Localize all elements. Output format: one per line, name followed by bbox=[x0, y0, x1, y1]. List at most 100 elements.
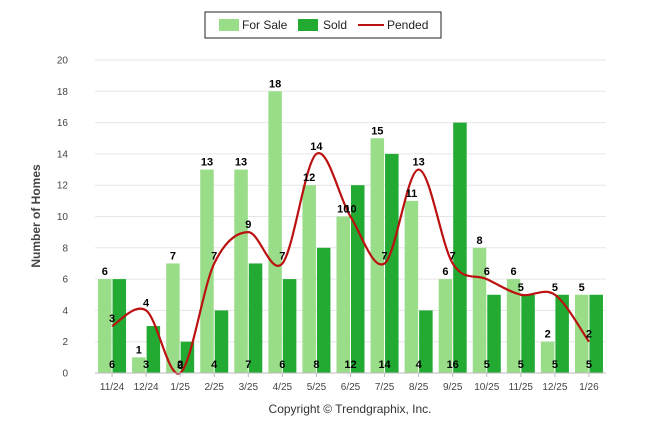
x-tick-label: 7/25 bbox=[375, 382, 395, 393]
bar-sold bbox=[112, 279, 127, 373]
data-label-pended: 7 bbox=[382, 250, 388, 262]
data-label-pended: 9 bbox=[245, 219, 251, 231]
x-tick-label: 2/25 bbox=[204, 382, 224, 393]
bar-for-sale bbox=[132, 357, 146, 373]
legend-label-for-sale: For Sale bbox=[242, 18, 288, 32]
bar-sold bbox=[419, 310, 433, 373]
data-label-sold: 4 bbox=[416, 359, 423, 371]
x-tick-label: 1/26 bbox=[579, 382, 599, 393]
bar-for-sale bbox=[166, 263, 180, 373]
data-label-sold: 5 bbox=[484, 359, 490, 371]
x-tick-label: 4/25 bbox=[273, 382, 293, 393]
data-label-for-sale: 10 bbox=[337, 204, 349, 216]
data-label-pended: 14 bbox=[310, 141, 323, 153]
pended-line-layer bbox=[111, 152, 590, 375]
data-label-sold: 12 bbox=[344, 359, 356, 371]
data-label-pended: 5 bbox=[518, 282, 524, 294]
x-tick-label: 12/24 bbox=[134, 382, 159, 393]
pended-line bbox=[111, 152, 590, 375]
data-label-sold: 7 bbox=[245, 359, 251, 371]
y-tick-label: 16 bbox=[57, 118, 69, 129]
bar-for-sale bbox=[370, 138, 385, 373]
y-tick-label: 6 bbox=[62, 275, 68, 286]
y-tick-label: 20 bbox=[57, 56, 69, 67]
bar-sold bbox=[214, 310, 229, 373]
data-label-for-sale: 18 bbox=[269, 78, 281, 90]
y-tick-label: 8 bbox=[62, 243, 68, 254]
y-axis-title: Number of Homes bbox=[29, 164, 43, 268]
x-tick-label: 5/25 bbox=[307, 382, 327, 393]
x-tick-label: 11/25 bbox=[509, 382, 534, 393]
data-label-sold: 5 bbox=[552, 359, 558, 371]
copyright-footer: Copyright © Trendgraphix, Inc. bbox=[269, 402, 432, 416]
bar-for-sale bbox=[438, 279, 453, 373]
legend-swatch-sold bbox=[298, 19, 318, 31]
data-label-pended: 7 bbox=[279, 250, 285, 262]
legend: For Sale Sold Pended bbox=[204, 11, 442, 39]
y-tick-label: 2 bbox=[62, 337, 68, 348]
bar-sold bbox=[248, 263, 263, 373]
data-label-for-sale: 13 bbox=[201, 157, 213, 169]
data-label-sold: 5 bbox=[518, 359, 524, 371]
data-label-pended: 4 bbox=[143, 297, 150, 309]
data-label-for-sale: 2 bbox=[545, 329, 551, 341]
data-label-pended: 0 bbox=[177, 360, 183, 372]
data-label-pended: 13 bbox=[413, 157, 425, 169]
data-label-for-sale: 7 bbox=[170, 250, 176, 262]
data-label-pended: 5 bbox=[552, 282, 558, 294]
bar-sold bbox=[521, 294, 535, 373]
data-label-pended: 7 bbox=[450, 250, 456, 262]
data-label-sold: 5 bbox=[586, 359, 592, 371]
data-label-pended: 3 bbox=[109, 313, 115, 325]
bar-sold bbox=[453, 122, 467, 373]
data-label-sold: 14 bbox=[378, 359, 391, 371]
data-label-for-sale: 8 bbox=[476, 235, 482, 247]
data-label-pended: 6 bbox=[484, 266, 490, 278]
bar-for-sale bbox=[98, 279, 112, 373]
bar-sold bbox=[146, 326, 161, 373]
data-label-for-sale: 6 bbox=[511, 266, 517, 278]
bar-for-sale bbox=[472, 247, 487, 373]
bar-sold bbox=[385, 153, 399, 373]
data-label-pended: 7 bbox=[211, 250, 217, 262]
legend-swatch-for-sale bbox=[219, 19, 239, 31]
legend-label-sold: Sold bbox=[323, 18, 347, 32]
data-label-sold: 8 bbox=[313, 359, 319, 371]
data-label-for-sale: 13 bbox=[235, 157, 247, 169]
data-label-pended: 10 bbox=[344, 204, 356, 216]
data-label-sold: 4 bbox=[211, 359, 218, 371]
data-label-for-sale: 11 bbox=[406, 188, 418, 200]
legend-label-pended: Pended bbox=[387, 18, 428, 32]
bar-for-sale bbox=[302, 185, 316, 373]
x-tick-label: 10/25 bbox=[474, 382, 499, 393]
bar-sold bbox=[282, 279, 297, 373]
bar-sold bbox=[351, 185, 365, 373]
y-tick-label: 0 bbox=[62, 369, 68, 380]
y-tick-label: 12 bbox=[57, 181, 69, 192]
legend-box bbox=[204, 11, 442, 39]
data-label-sold: 6 bbox=[109, 359, 115, 371]
y-tick-label: 18 bbox=[57, 87, 69, 98]
data-labels: 6613721341371861281012151411461685652555… bbox=[102, 78, 592, 372]
x-tick-label: 11/24 bbox=[100, 382, 125, 393]
x-tick-label: 3/25 bbox=[239, 382, 259, 393]
bar-for-sale bbox=[540, 341, 555, 373]
data-label-pended: 2 bbox=[586, 329, 592, 341]
data-label-for-sale: 1 bbox=[136, 344, 142, 356]
y-tick-label: 4 bbox=[62, 306, 68, 317]
data-label-sold: 16 bbox=[447, 359, 459, 371]
bar-for-sale bbox=[506, 279, 521, 373]
x-tick-label: 1/25 bbox=[170, 382, 190, 393]
data-label-for-sale: 5 bbox=[579, 282, 585, 294]
data-label-sold: 3 bbox=[143, 359, 149, 371]
bar-for-sale bbox=[268, 91, 282, 374]
bar-sold bbox=[316, 247, 331, 373]
y-tick-label: 10 bbox=[57, 212, 69, 223]
bar-sold bbox=[589, 294, 603, 373]
y-tick-label: 14 bbox=[57, 149, 69, 160]
x-tick-label: 8/25 bbox=[409, 382, 429, 393]
bar-for-sale bbox=[404, 200, 419, 373]
x-tick-label: 12/25 bbox=[542, 382, 567, 393]
